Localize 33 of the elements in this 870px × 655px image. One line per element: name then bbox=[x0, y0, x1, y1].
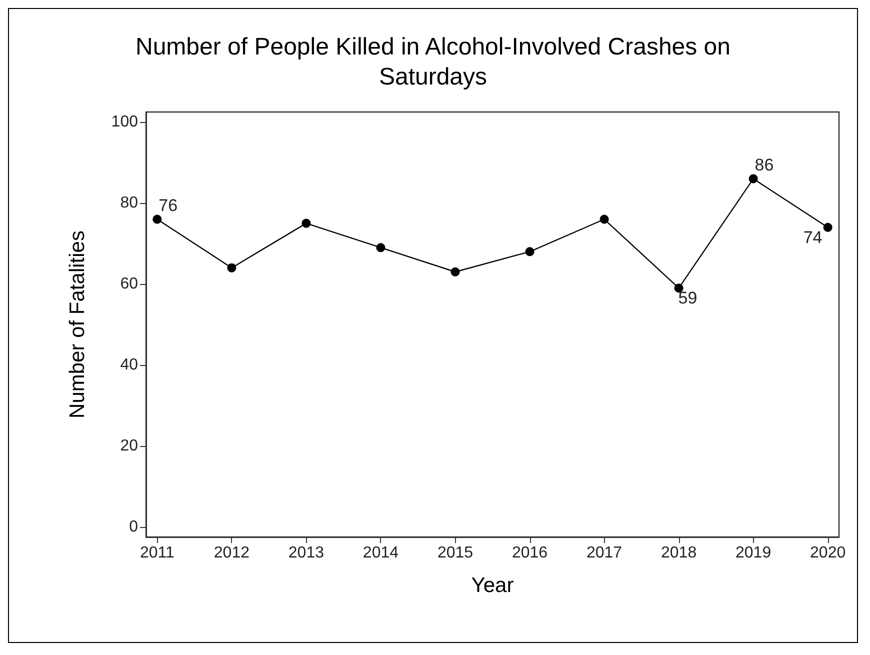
data-label: 74 bbox=[803, 228, 822, 247]
y-axis-title: Number of Fatalities bbox=[66, 230, 89, 418]
y-tick-label: 80 bbox=[120, 194, 138, 212]
x-tick-label: 2019 bbox=[736, 544, 772, 562]
x-tick-label: 2012 bbox=[214, 544, 250, 562]
point bbox=[152, 214, 162, 224]
data-label: 59 bbox=[678, 288, 698, 308]
x-tick-label: 2017 bbox=[586, 544, 622, 562]
y-tick-label: 20 bbox=[120, 437, 138, 454]
x-tick-label: 2014 bbox=[362, 544, 399, 562]
point bbox=[600, 214, 609, 224]
y-tick-label: 40 bbox=[120, 356, 138, 374]
x-tick-label: 2016 bbox=[512, 544, 548, 562]
x-tick-label: 2015 bbox=[437, 544, 474, 562]
chart-title: Number of People Killed in Alcohol-Involved Crashes on Saturdays bbox=[136, 34, 730, 90]
data-label: 76 bbox=[158, 196, 178, 215]
x-tick-label: 2013 bbox=[288, 544, 324, 562]
point bbox=[823, 222, 832, 232]
point bbox=[376, 243, 386, 252]
y-tick-label: 0 bbox=[129, 518, 138, 536]
point bbox=[450, 267, 460, 276]
y-tick-label: 60 bbox=[120, 276, 138, 293]
x-tick-label: 2020 bbox=[810, 544, 846, 562]
point bbox=[748, 174, 758, 184]
point bbox=[302, 218, 311, 228]
x-tick-label: 2011 bbox=[140, 544, 174, 562]
y-tick-label: 100 bbox=[111, 114, 138, 131]
point bbox=[674, 284, 684, 293]
data-label: 86 bbox=[754, 155, 774, 174]
point bbox=[227, 263, 236, 272]
x-tick-label: 2018 bbox=[660, 544, 697, 562]
x-axis-title: Year bbox=[471, 574, 514, 597]
point bbox=[525, 247, 534, 256]
